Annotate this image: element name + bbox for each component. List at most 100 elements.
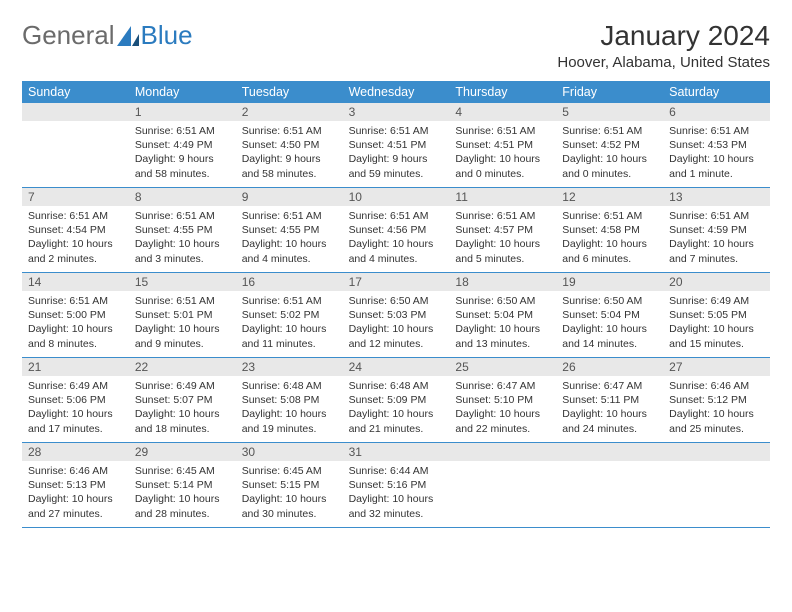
day-info: Sunrise: 6:51 AMSunset: 4:53 PMDaylight:…: [663, 121, 770, 187]
daylight-text: Daylight: 10 hours and 27 minutes.: [28, 492, 123, 520]
daylight-text: Daylight: 9 hours and 59 minutes.: [349, 152, 444, 180]
daylight-text: Daylight: 10 hours and 0 minutes.: [562, 152, 657, 180]
week-row: 21Sunrise: 6:49 AMSunset: 5:06 PMDayligh…: [22, 358, 770, 443]
sunset-text: Sunset: 5:05 PM: [669, 308, 764, 322]
daylight-text: Daylight: 10 hours and 15 minutes.: [669, 322, 764, 350]
sunset-text: Sunset: 5:14 PM: [135, 478, 230, 492]
day-cell: 18Sunrise: 6:50 AMSunset: 5:04 PMDayligh…: [449, 273, 556, 357]
day-info: Sunrise: 6:49 AMSunset: 5:07 PMDaylight:…: [129, 376, 236, 442]
day-header-row: Sunday Monday Tuesday Wednesday Thursday…: [22, 81, 770, 103]
sunrise-text: Sunrise: 6:46 AM: [669, 379, 764, 393]
day-header: Sunday: [22, 81, 129, 103]
day-cell: 28Sunrise: 6:46 AMSunset: 5:13 PMDayligh…: [22, 443, 129, 527]
sunrise-text: Sunrise: 6:51 AM: [28, 209, 123, 223]
day-header: Thursday: [449, 81, 556, 103]
day-info: Sunrise: 6:48 AMSunset: 5:08 PMDaylight:…: [236, 376, 343, 442]
sunset-text: Sunset: 4:49 PM: [135, 138, 230, 152]
day-info: Sunrise: 6:51 AMSunset: 4:51 PMDaylight:…: [343, 121, 450, 187]
daylight-text: Daylight: 10 hours and 25 minutes.: [669, 407, 764, 435]
day-info: Sunrise: 6:51 AMSunset: 4:57 PMDaylight:…: [449, 206, 556, 272]
sunrise-text: Sunrise: 6:51 AM: [242, 209, 337, 223]
sunset-text: Sunset: 4:55 PM: [135, 223, 230, 237]
daylight-text: Daylight: 10 hours and 22 minutes.: [455, 407, 550, 435]
sunrise-text: Sunrise: 6:45 AM: [135, 464, 230, 478]
day-cell: [663, 443, 770, 527]
day-cell: 6Sunrise: 6:51 AMSunset: 4:53 PMDaylight…: [663, 103, 770, 187]
day-info: Sunrise: 6:51 AMSunset: 4:56 PMDaylight:…: [343, 206, 450, 272]
day-header: Wednesday: [343, 81, 450, 103]
sunset-text: Sunset: 4:52 PM: [562, 138, 657, 152]
day-header: Friday: [556, 81, 663, 103]
day-number: 7: [22, 188, 129, 206]
sunrise-text: Sunrise: 6:51 AM: [455, 209, 550, 223]
sunset-text: Sunset: 5:09 PM: [349, 393, 444, 407]
header: General Blue January 2024 Hoover, Alabam…: [22, 20, 770, 71]
day-cell: 19Sunrise: 6:50 AMSunset: 5:04 PMDayligh…: [556, 273, 663, 357]
daylight-text: Daylight: 10 hours and 5 minutes.: [455, 237, 550, 265]
day-number: 4: [449, 103, 556, 121]
daylight-text: Daylight: 10 hours and 12 minutes.: [349, 322, 444, 350]
sunset-text: Sunset: 5:06 PM: [28, 393, 123, 407]
sunset-text: Sunset: 5:04 PM: [455, 308, 550, 322]
daylight-text: Daylight: 10 hours and 7 minutes.: [669, 237, 764, 265]
day-number: 25: [449, 358, 556, 376]
day-cell: [449, 443, 556, 527]
sunrise-text: Sunrise: 6:51 AM: [349, 209, 444, 223]
sunrise-text: Sunrise: 6:48 AM: [349, 379, 444, 393]
day-cell: 13Sunrise: 6:51 AMSunset: 4:59 PMDayligh…: [663, 188, 770, 272]
sunrise-text: Sunrise: 6:51 AM: [349, 124, 444, 138]
day-number: 18: [449, 273, 556, 291]
logo-text-general: General: [22, 20, 115, 51]
day-info: Sunrise: 6:51 AMSunset: 4:54 PMDaylight:…: [22, 206, 129, 272]
daylight-text: Daylight: 10 hours and 28 minutes.: [135, 492, 230, 520]
logo-sail-icon: [117, 26, 139, 46]
day-number: [556, 443, 663, 461]
sunset-text: Sunset: 4:57 PM: [455, 223, 550, 237]
sunrise-text: Sunrise: 6:50 AM: [455, 294, 550, 308]
sunrise-text: Sunrise: 6:50 AM: [349, 294, 444, 308]
daylight-text: Daylight: 10 hours and 19 minutes.: [242, 407, 337, 435]
daylight-text: Daylight: 10 hours and 17 minutes.: [28, 407, 123, 435]
location: Hoover, Alabama, United States: [557, 54, 770, 71]
day-number: 23: [236, 358, 343, 376]
day-number: 10: [343, 188, 450, 206]
daylight-text: Daylight: 10 hours and 9 minutes.: [135, 322, 230, 350]
day-cell: 1Sunrise: 6:51 AMSunset: 4:49 PMDaylight…: [129, 103, 236, 187]
day-info: Sunrise: 6:47 AMSunset: 5:10 PMDaylight:…: [449, 376, 556, 442]
day-info: Sunrise: 6:46 AMSunset: 5:13 PMDaylight:…: [22, 461, 129, 527]
day-info: Sunrise: 6:51 AMSunset: 4:55 PMDaylight:…: [129, 206, 236, 272]
sunset-text: Sunset: 4:54 PM: [28, 223, 123, 237]
sunset-text: Sunset: 5:12 PM: [669, 393, 764, 407]
sunrise-text: Sunrise: 6:51 AM: [669, 124, 764, 138]
day-number: 26: [556, 358, 663, 376]
weeks-container: 1Sunrise: 6:51 AMSunset: 4:49 PMDaylight…: [22, 103, 770, 528]
day-cell: 16Sunrise: 6:51 AMSunset: 5:02 PMDayligh…: [236, 273, 343, 357]
day-cell: 9Sunrise: 6:51 AMSunset: 4:55 PMDaylight…: [236, 188, 343, 272]
day-cell: 21Sunrise: 6:49 AMSunset: 5:06 PMDayligh…: [22, 358, 129, 442]
day-number: 14: [22, 273, 129, 291]
day-info: Sunrise: 6:44 AMSunset: 5:16 PMDaylight:…: [343, 461, 450, 527]
day-number: 8: [129, 188, 236, 206]
day-number: 19: [556, 273, 663, 291]
sunrise-text: Sunrise: 6:49 AM: [28, 379, 123, 393]
daylight-text: Daylight: 10 hours and 3 minutes.: [135, 237, 230, 265]
daylight-text: Daylight: 10 hours and 8 minutes.: [28, 322, 123, 350]
sunset-text: Sunset: 5:11 PM: [562, 393, 657, 407]
daylight-text: Daylight: 10 hours and 14 minutes.: [562, 322, 657, 350]
day-info: Sunrise: 6:45 AMSunset: 5:14 PMDaylight:…: [129, 461, 236, 527]
day-info: Sunrise: 6:51 AMSunset: 4:49 PMDaylight:…: [129, 121, 236, 187]
day-cell: 14Sunrise: 6:51 AMSunset: 5:00 PMDayligh…: [22, 273, 129, 357]
sunrise-text: Sunrise: 6:45 AM: [242, 464, 337, 478]
day-info: Sunrise: 6:51 AMSunset: 4:59 PMDaylight:…: [663, 206, 770, 272]
sunset-text: Sunset: 4:56 PM: [349, 223, 444, 237]
day-number: 27: [663, 358, 770, 376]
day-number: [663, 443, 770, 461]
sunrise-text: Sunrise: 6:51 AM: [135, 124, 230, 138]
day-number: 12: [556, 188, 663, 206]
week-row: 14Sunrise: 6:51 AMSunset: 5:00 PMDayligh…: [22, 273, 770, 358]
sunrise-text: Sunrise: 6:51 AM: [242, 294, 337, 308]
daylight-text: Daylight: 10 hours and 32 minutes.: [349, 492, 444, 520]
day-info: Sunrise: 6:50 AMSunset: 5:04 PMDaylight:…: [449, 291, 556, 357]
sunset-text: Sunset: 4:58 PM: [562, 223, 657, 237]
sunrise-text: Sunrise: 6:44 AM: [349, 464, 444, 478]
